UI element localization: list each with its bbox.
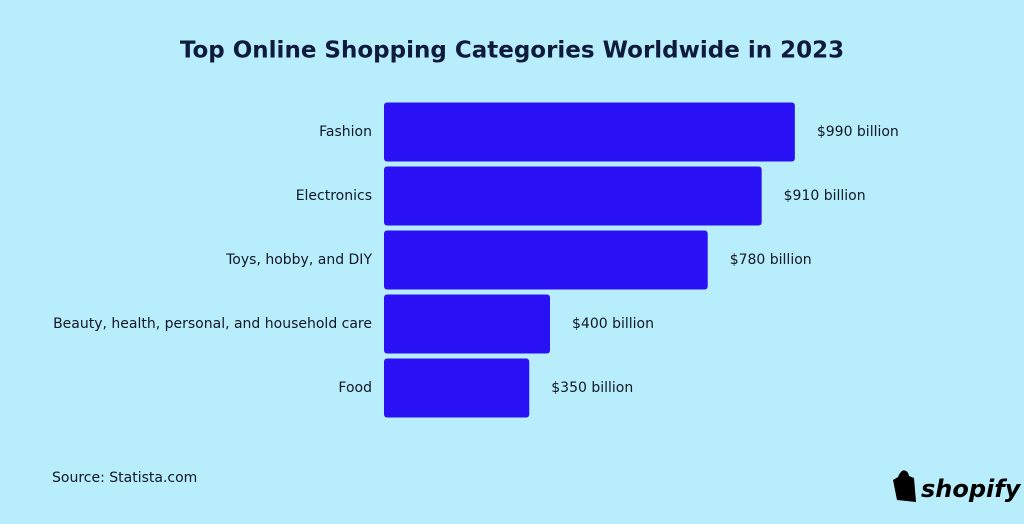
category-label: Electronics <box>296 188 372 204</box>
value-label: $780 billion <box>730 252 812 268</box>
chart-title: Top Online Shopping Categories Worldwide… <box>180 38 844 64</box>
value-label: $990 billion <box>817 124 899 140</box>
brand-name: shopify <box>921 475 1022 503</box>
category-label: Toys, hobby, and DIY <box>225 252 372 268</box>
category-label: Beauty, health, personal, and household … <box>53 316 372 332</box>
category-label: Fashion <box>319 124 372 140</box>
value-label: $400 billion <box>572 316 654 332</box>
bar <box>384 358 530 418</box>
source: Source: Statista.com <box>52 470 197 486</box>
bar <box>384 102 795 162</box>
bar <box>384 294 550 354</box>
category-label: Food <box>338 380 372 396</box>
value-label: $350 billion <box>551 380 633 396</box>
bar <box>384 166 762 226</box>
bar <box>384 230 708 290</box>
logo-bag <box>893 470 916 502</box>
shopify-logo: shopify <box>893 470 1022 503</box>
value-label: $910 billion <box>784 188 866 204</box>
